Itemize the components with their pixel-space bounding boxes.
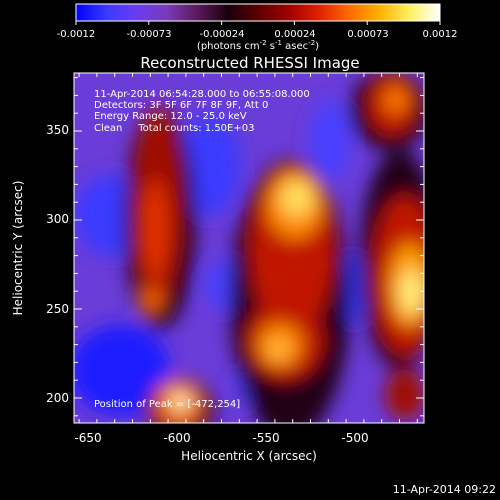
colorbar-tick-labels: -0.0012 -0.00073 -0.00024 0.00024 0.0007… (57, 29, 458, 40)
colorbar-ticks (75, 21, 441, 25)
x-axis-label: Heliocentric X (arcsec) (181, 449, 317, 463)
x-axis-ticks (78, 73, 418, 423)
x-tick-label: -650 (74, 431, 101, 445)
colorbar-tick-label: -0.00024 (200, 29, 245, 40)
annotation-time-range: 11-Apr-2014 06:54:28.000 to 06:55:08.000 (94, 89, 310, 100)
x-tick-label: -550 (252, 431, 279, 445)
plot-title: Reconstructed RHESSI Image (140, 54, 359, 72)
x-tick-label: -500 (341, 431, 368, 445)
y-tick-label: 250 (46, 302, 69, 316)
y-tick-label: 350 (46, 123, 69, 137)
colorbar-unit-label: (photons cm-2 s-1 asec-2) (197, 39, 319, 52)
annotation-detectors: Detectors: 3F 5F 6F 7F 8F 9F, Att 0 (94, 100, 268, 111)
x-tick-label: -600 (163, 431, 190, 445)
rhessi-image (74, 73, 424, 423)
y-axis-tick-labels: 200 250 300 350 (46, 123, 69, 405)
image-annotations: 11-Apr-2014 06:54:28.000 to 06:55:08.000… (94, 89, 310, 410)
colorbar-tick-label: -0.0012 (57, 29, 96, 40)
footer-timestamp: 11-Apr-2014 09:22 (393, 483, 496, 496)
y-tick-label: 200 (46, 391, 69, 405)
colorbar-tick-label: 0.00073 (347, 29, 388, 40)
colorbar (75, 3, 441, 22)
colorbar-tick-label: 0.00024 (274, 29, 315, 40)
x-axis-tick-labels: -650 -600 -550 -500 (74, 431, 368, 445)
y-tick-label: 300 (46, 212, 69, 226)
annotation-peak-position: Position of Peak = [-472,254] (94, 399, 240, 410)
plot-frame (73, 72, 425, 424)
annotation-energy-range: Energy Range: 12.0 - 25.0 keV (94, 111, 247, 122)
colorbar-tick-label: -0.00073 (127, 29, 172, 40)
y-axis-label: Heliocentric Y (arcsec) (11, 181, 25, 316)
annotation-clean-counts: Clean Total counts: 1.50E+03 (94, 123, 254, 134)
colorbar-tick-label: 0.0012 (423, 29, 458, 40)
y-axis-ticks (74, 77, 424, 417)
